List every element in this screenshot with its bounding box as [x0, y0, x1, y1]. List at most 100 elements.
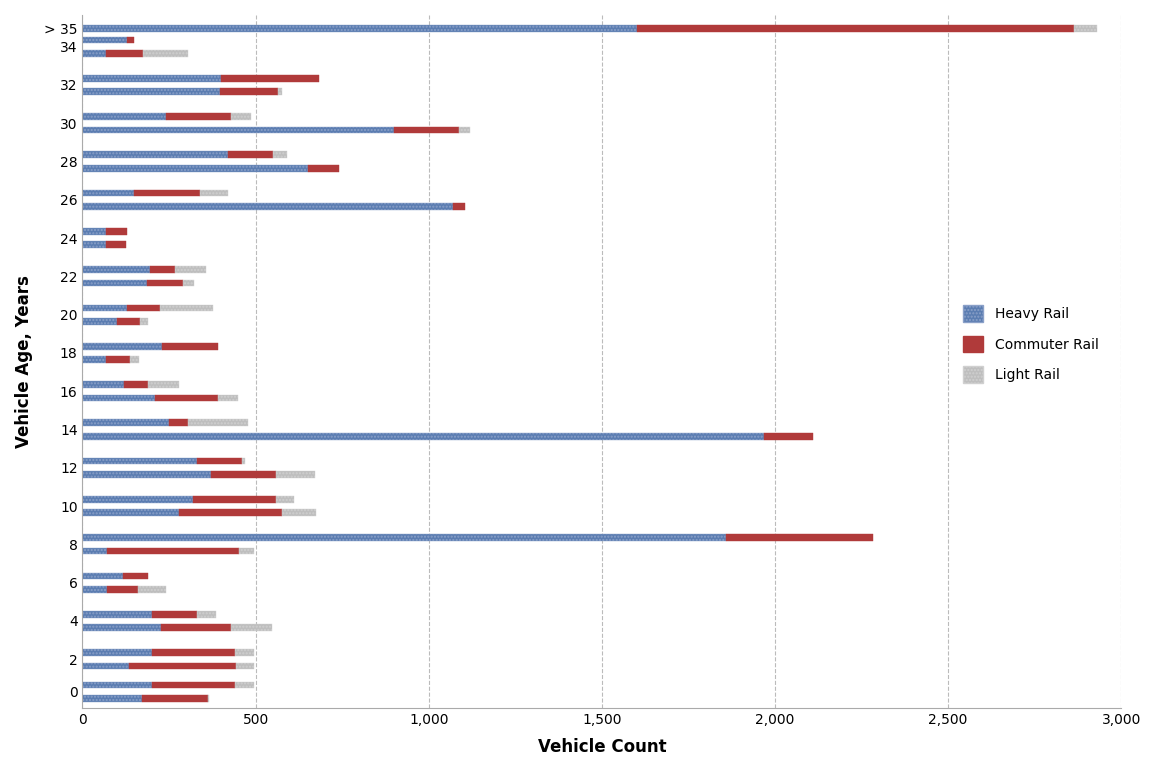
Bar	[276, 496, 295, 503]
Bar	[242, 458, 245, 464]
Bar	[231, 113, 251, 120]
Bar	[82, 356, 106, 363]
Bar	[82, 625, 161, 631]
Bar	[82, 662, 128, 669]
Bar	[200, 190, 228, 197]
Bar	[140, 318, 148, 325]
Bar	[228, 151, 273, 158]
Bar	[82, 190, 134, 197]
Bar	[82, 241, 106, 248]
Bar	[82, 547, 108, 554]
Bar	[82, 395, 155, 401]
Bar	[764, 433, 814, 439]
Bar	[277, 88, 282, 95]
Bar	[179, 510, 282, 516]
Bar	[117, 318, 140, 325]
Bar	[282, 510, 316, 516]
Bar	[82, 228, 106, 234]
Bar	[82, 343, 162, 349]
Bar	[82, 534, 726, 541]
Bar	[197, 458, 242, 464]
Bar	[151, 649, 235, 656]
Bar	[151, 682, 235, 689]
Bar	[82, 381, 124, 388]
Bar	[82, 419, 169, 426]
Bar	[1074, 25, 1097, 32]
Bar	[82, 305, 127, 311]
Bar	[239, 547, 253, 554]
Bar	[165, 113, 231, 120]
Bar	[128, 662, 236, 669]
X-axis label: Vehicle Count: Vehicle Count	[538, 738, 666, 756]
Bar	[127, 305, 161, 311]
Bar	[151, 611, 197, 618]
Legend: Heavy Rail, Commuter Rail, Light Rail: Heavy Rail, Commuter Rail, Light Rail	[957, 299, 1104, 389]
Bar	[124, 381, 148, 388]
Bar	[82, 266, 150, 273]
Bar	[161, 305, 213, 311]
Bar	[127, 36, 134, 43]
Bar	[138, 586, 166, 593]
Bar	[82, 126, 394, 133]
Bar	[106, 356, 129, 363]
Bar	[82, 433, 764, 439]
Bar	[155, 395, 217, 401]
Bar	[129, 356, 139, 363]
Bar	[148, 381, 179, 388]
Bar	[108, 547, 239, 554]
Bar	[82, 165, 307, 171]
Bar	[82, 649, 151, 656]
Bar	[82, 151, 228, 158]
Bar	[82, 458, 197, 464]
Bar	[123, 573, 148, 579]
Bar	[221, 75, 319, 82]
Bar	[82, 573, 123, 579]
Bar	[82, 203, 453, 210]
Bar	[82, 113, 165, 120]
Bar	[82, 471, 210, 478]
Bar	[197, 611, 216, 618]
Bar	[726, 534, 874, 541]
Bar	[106, 241, 126, 248]
Bar	[210, 471, 276, 478]
Bar	[188, 419, 249, 426]
Bar	[82, 695, 142, 702]
Bar	[231, 625, 272, 631]
Bar	[82, 36, 127, 43]
Bar	[147, 280, 183, 286]
Bar	[193, 496, 276, 503]
Bar	[134, 190, 200, 197]
Bar	[220, 88, 277, 95]
Bar	[82, 50, 106, 56]
Bar	[82, 510, 179, 516]
Bar	[161, 625, 231, 631]
Bar	[236, 662, 253, 669]
Bar	[169, 419, 188, 426]
Bar	[394, 126, 459, 133]
Bar	[276, 471, 316, 478]
Bar	[459, 126, 469, 133]
Bar	[82, 611, 151, 618]
Bar	[82, 496, 193, 503]
Bar	[307, 165, 339, 171]
Bar	[150, 266, 175, 273]
Bar	[453, 203, 465, 210]
Bar	[235, 682, 254, 689]
Bar	[142, 50, 187, 56]
Bar	[208, 695, 209, 702]
Bar	[175, 266, 206, 273]
Bar	[162, 343, 217, 349]
Bar	[637, 25, 1074, 32]
Bar	[82, 280, 147, 286]
Bar	[82, 318, 117, 325]
Bar	[106, 50, 142, 56]
Bar	[82, 88, 220, 95]
Bar	[82, 75, 221, 82]
Bar	[235, 649, 254, 656]
Bar	[273, 151, 287, 158]
Bar	[217, 395, 238, 401]
Bar	[106, 586, 138, 593]
Bar	[183, 280, 194, 286]
Bar	[142, 695, 208, 702]
Bar	[82, 25, 637, 32]
